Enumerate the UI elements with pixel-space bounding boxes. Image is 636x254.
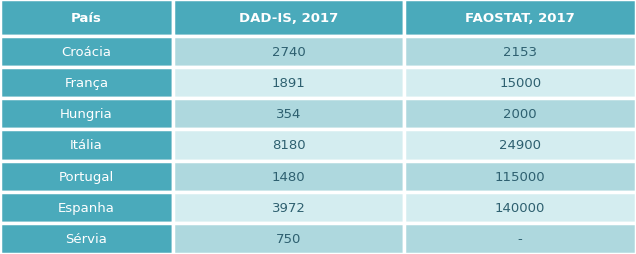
Bar	[0, 223, 173, 254]
Text: Itália: Itália	[70, 139, 103, 152]
Text: França: França	[64, 77, 109, 90]
Text: 1480: 1480	[272, 170, 305, 183]
Text: 8180: 8180	[272, 139, 305, 152]
Text: DAD-IS, 2017: DAD-IS, 2017	[239, 12, 338, 25]
Text: Espanha: Espanha	[58, 201, 115, 214]
Text: FAOSTAT, 2017: FAOSTAT, 2017	[466, 12, 575, 25]
Text: 2000: 2000	[504, 108, 537, 121]
Text: Hungria: Hungria	[60, 108, 113, 121]
Text: 2740: 2740	[272, 46, 306, 59]
Text: 2153: 2153	[503, 46, 537, 59]
Bar	[0, 37, 173, 68]
Text: 354: 354	[276, 108, 301, 121]
Bar	[404, 68, 636, 99]
Bar	[404, 192, 636, 223]
Text: 140000: 140000	[495, 201, 546, 214]
Bar	[404, 37, 636, 68]
Text: 1891: 1891	[272, 77, 306, 90]
Bar	[173, 68, 404, 99]
Text: País: País	[71, 12, 102, 25]
Text: Portugal: Portugal	[59, 170, 114, 183]
Bar	[404, 0, 636, 37]
Text: 750: 750	[276, 232, 301, 245]
Bar	[0, 192, 173, 223]
Text: 3972: 3972	[272, 201, 306, 214]
Bar	[173, 130, 404, 161]
Text: 115000: 115000	[495, 170, 546, 183]
Bar	[0, 130, 173, 161]
Bar	[173, 192, 404, 223]
Bar	[404, 223, 636, 254]
Bar	[0, 99, 173, 130]
Text: Sérvia: Sérvia	[66, 232, 107, 245]
Bar	[404, 161, 636, 192]
Bar	[173, 37, 404, 68]
Bar	[173, 161, 404, 192]
Text: Croácia: Croácia	[62, 46, 111, 59]
Bar	[173, 99, 404, 130]
Bar	[0, 0, 173, 37]
Text: 24900: 24900	[499, 139, 541, 152]
Bar	[173, 0, 404, 37]
Bar	[0, 161, 173, 192]
Bar	[404, 99, 636, 130]
Text: -: -	[518, 232, 523, 245]
Bar	[0, 68, 173, 99]
Bar	[404, 130, 636, 161]
Text: 15000: 15000	[499, 77, 541, 90]
Bar	[173, 223, 404, 254]
